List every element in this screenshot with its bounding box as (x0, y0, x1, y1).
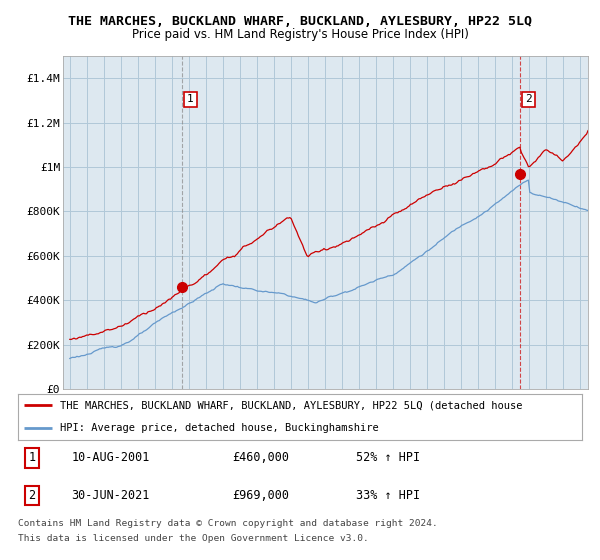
Text: 30-JUN-2021: 30-JUN-2021 (71, 489, 150, 502)
Text: 10-AUG-2001: 10-AUG-2001 (71, 451, 150, 464)
Text: 33% ↑ HPI: 33% ↑ HPI (356, 489, 421, 502)
Text: £460,000: £460,000 (232, 451, 289, 464)
Text: HPI: Average price, detached house, Buckinghamshire: HPI: Average price, detached house, Buck… (60, 423, 379, 433)
Text: 1: 1 (187, 94, 194, 104)
Text: THE MARCHES, BUCKLAND WHARF, BUCKLAND, AYLESBURY, HP22 5LQ (detached house: THE MARCHES, BUCKLAND WHARF, BUCKLAND, A… (60, 400, 523, 410)
Text: 2: 2 (29, 489, 35, 502)
Text: Price paid vs. HM Land Registry's House Price Index (HPI): Price paid vs. HM Land Registry's House … (131, 28, 469, 41)
Text: Contains HM Land Registry data © Crown copyright and database right 2024.: Contains HM Land Registry data © Crown c… (18, 519, 438, 528)
Text: This data is licensed under the Open Government Licence v3.0.: This data is licensed under the Open Gov… (18, 534, 369, 543)
Text: £969,000: £969,000 (232, 489, 289, 502)
Text: THE MARCHES, BUCKLAND WHARF, BUCKLAND, AYLESBURY, HP22 5LQ: THE MARCHES, BUCKLAND WHARF, BUCKLAND, A… (68, 15, 532, 28)
Text: 52% ↑ HPI: 52% ↑ HPI (356, 451, 421, 464)
Text: 2: 2 (525, 94, 532, 104)
Text: 1: 1 (29, 451, 35, 464)
